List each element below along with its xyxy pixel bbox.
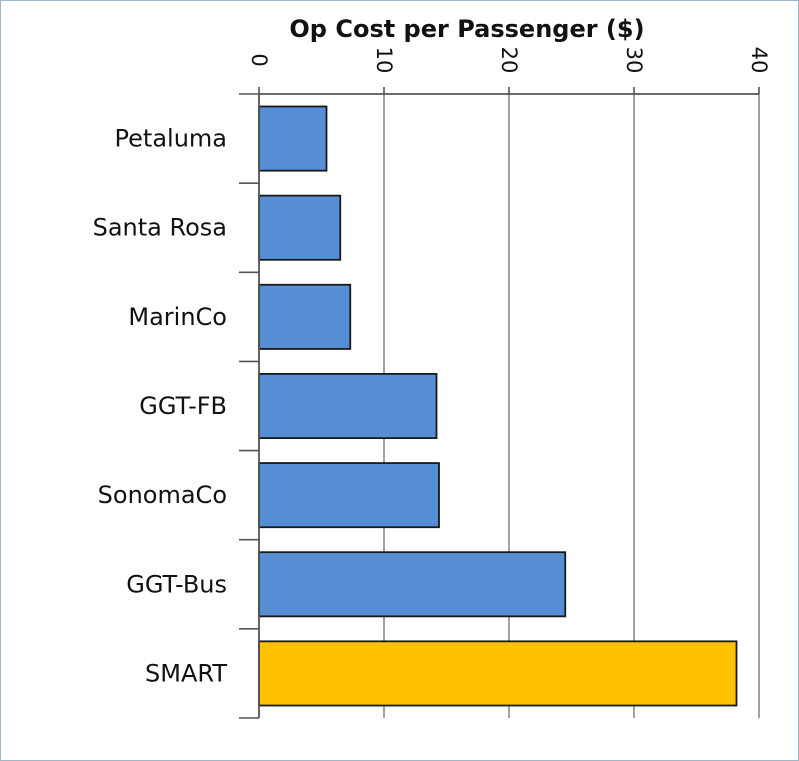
bar-ggt-bus <box>258 551 567 618</box>
bar-smart <box>258 640 738 707</box>
category-labels: Petaluma Santa Rosa MarinCo GGT-FB SonomaCo G… <box>93 125 228 688</box>
category-label-ggt-fb: GGT-FB <box>139 392 227 420</box>
tick-labels: 0 10 20 30 40 <box>247 47 771 74</box>
category-label-sonomaco: SonomaCo <box>98 481 227 509</box>
category-label-ggt-bus: GGT-Bus <box>126 570 227 598</box>
bar-marinco <box>258 283 352 350</box>
x-tick-label-20: 20 <box>497 47 521 74</box>
bar-petaluma <box>258 105 328 172</box>
category-label-santa-rosa: Santa Rosa <box>93 214 227 242</box>
x-tick-label-40: 40 <box>747 47 771 74</box>
bar-santa-rosa <box>258 194 342 261</box>
chart-title: Op Cost per Passenger ($) <box>289 15 644 43</box>
category-label-marinco: MarinCo <box>128 303 227 331</box>
x-tick-label-30: 30 <box>622 47 646 74</box>
x-tick-label-0: 0 <box>247 53 271 66</box>
bar-sonomaco <box>258 462 440 529</box>
category-label-smart: SMART <box>145 659 227 687</box>
x-tick-label-10: 10 <box>372 47 396 74</box>
axes <box>239 87 760 719</box>
bar-ggt-fb <box>258 373 438 439</box>
category-label-petaluma: Petaluma <box>115 125 227 153</box>
bars <box>258 105 738 707</box>
